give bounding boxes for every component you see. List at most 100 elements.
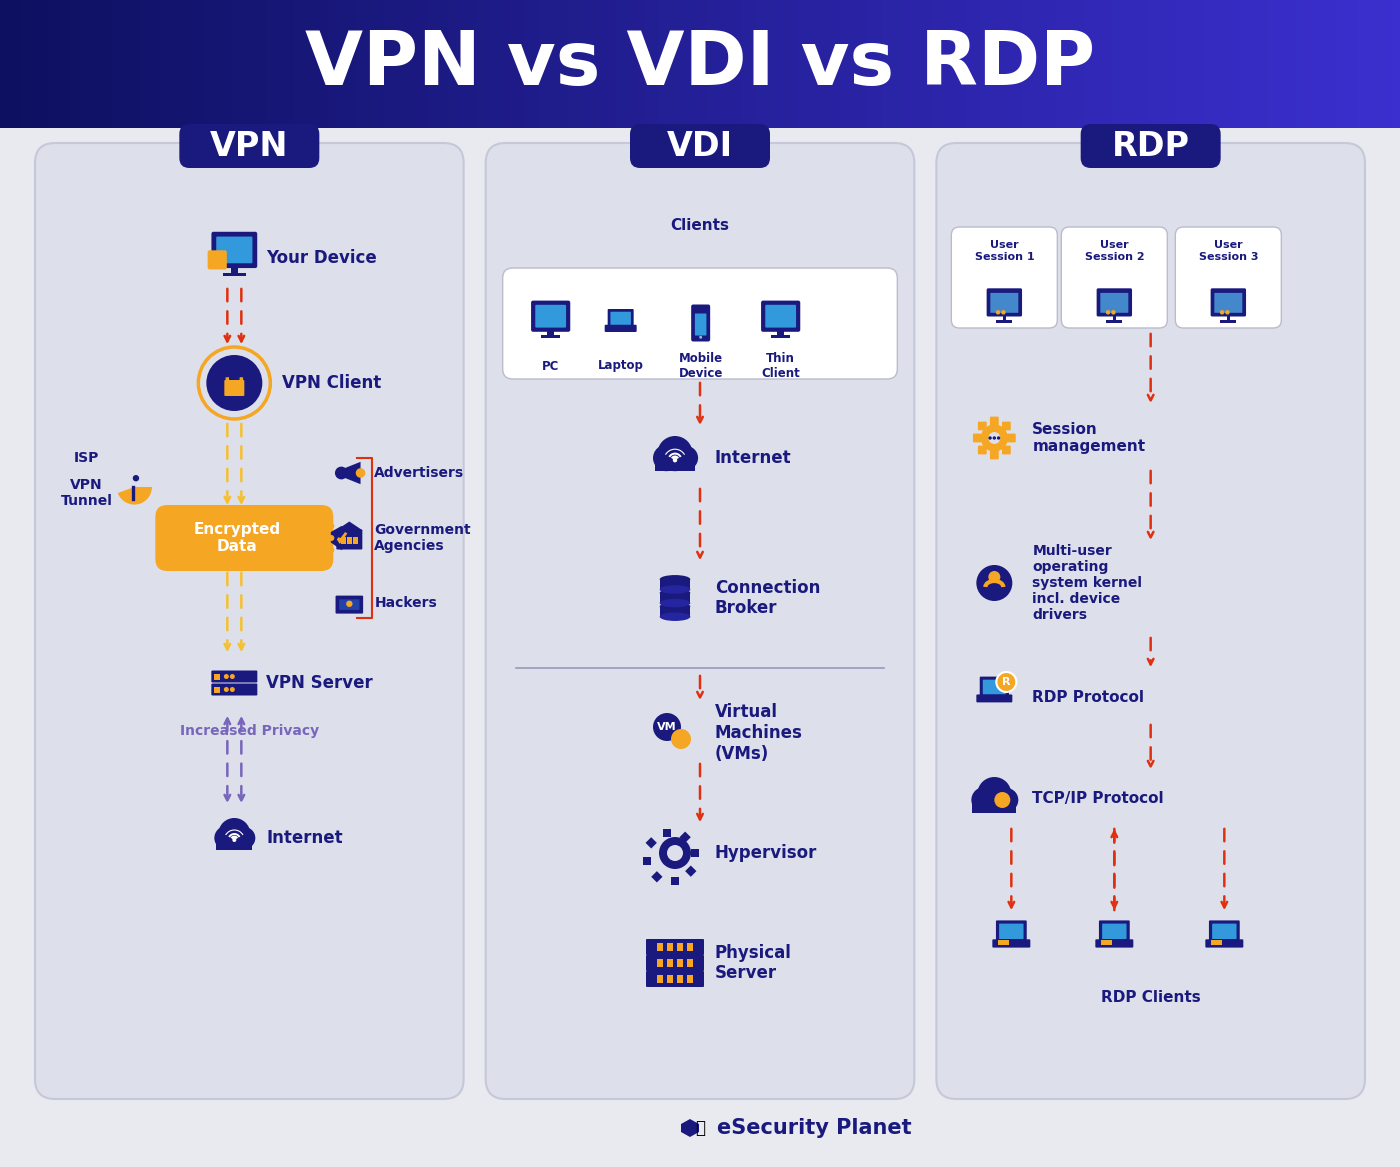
Bar [679,832,690,843]
Circle shape [329,534,335,541]
Bar [434,0,442,128]
Bar [771,335,790,337]
Bar [343,0,351,128]
FancyBboxPatch shape [1100,293,1128,313]
Bar [0,0,8,128]
Text: RDP: RDP [1112,130,1190,162]
Circle shape [356,468,365,477]
Bar [357,0,365,128]
Circle shape [972,787,997,813]
FancyBboxPatch shape [645,971,704,987]
Bar [714,0,722,128]
Bar [666,959,673,967]
Circle shape [994,792,1011,808]
Bar [959,0,967,128]
Bar [1176,0,1184,128]
Bar [644,0,652,128]
Circle shape [652,713,680,741]
Bar [616,0,624,128]
Bar [645,837,657,848]
Bar [147,0,155,128]
Bar [1225,0,1233,128]
Text: Hackers: Hackers [374,596,437,610]
Bar [455,0,463,128]
Bar [637,0,645,128]
Bar [574,0,582,128]
Bar [861,0,869,128]
Bar [685,866,696,876]
Bar [630,0,638,128]
Bar [847,0,855,128]
Ellipse shape [659,575,690,584]
Circle shape [234,827,255,850]
FancyBboxPatch shape [990,450,998,460]
FancyBboxPatch shape [179,124,319,168]
FancyBboxPatch shape [973,434,981,442]
Bar [659,607,690,616]
Bar [1127,0,1135,128]
FancyBboxPatch shape [983,679,1005,694]
Bar [910,0,918,128]
Bar [448,0,456,128]
Ellipse shape [659,602,690,610]
Bar [441,0,449,128]
Bar [784,0,792,128]
Polygon shape [337,532,347,544]
Bar [1323,0,1331,128]
Text: ISP: ISP [74,450,99,464]
Bar [651,871,662,882]
Bar [678,974,683,983]
Circle shape [1219,310,1224,315]
Bar [497,0,505,128]
Bar [28,0,36,128]
Bar [763,0,771,128]
Bar [1162,0,1170,128]
Bar [798,0,806,128]
Bar [223,273,246,275]
Bar [1365,0,1373,128]
Bar [214,673,220,679]
Bar [805,0,813,128]
FancyBboxPatch shape [605,324,637,331]
Bar [1211,0,1219,128]
Text: Advertisers: Advertisers [374,466,465,480]
Circle shape [671,729,692,749]
FancyBboxPatch shape [979,421,987,431]
FancyBboxPatch shape [1081,124,1221,168]
Bar [353,537,357,544]
Bar [1190,0,1198,128]
Bar [112,0,120,128]
Ellipse shape [659,585,690,594]
Bar [581,0,589,128]
Bar [1197,0,1205,128]
Bar [1008,0,1016,128]
Bar [868,0,876,128]
Bar [392,0,400,128]
Bar [154,0,162,128]
Bar [1071,0,1079,128]
FancyBboxPatch shape [224,380,245,396]
Text: Encrypted
Data: Encrypted Data [193,522,281,554]
FancyBboxPatch shape [1061,228,1168,328]
Circle shape [214,826,238,850]
Bar [1351,0,1359,128]
FancyBboxPatch shape [35,144,463,1099]
Polygon shape [344,462,361,484]
Bar [693,0,701,128]
Circle shape [658,436,693,471]
Bar [917,0,925,128]
Text: VPN: VPN [210,130,288,162]
FancyBboxPatch shape [531,301,570,331]
Bar [1358,0,1366,128]
Text: PC: PC [542,359,560,372]
FancyBboxPatch shape [535,305,566,328]
Text: VPN
Tunnel: VPN Tunnel [60,478,112,508]
Bar [657,974,664,983]
FancyBboxPatch shape [1211,288,1246,316]
FancyBboxPatch shape [1096,288,1133,316]
FancyBboxPatch shape [979,446,987,454]
Bar [1050,0,1058,128]
Circle shape [1106,310,1110,315]
Circle shape [994,788,1018,812]
Bar [301,0,309,128]
